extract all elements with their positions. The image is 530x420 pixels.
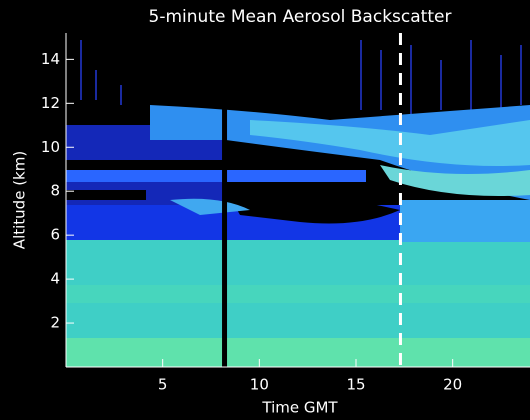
x-tick-label: 10 [250, 376, 269, 394]
backscatter-image [66, 33, 530, 367]
noise [80, 40, 522, 115]
chart-title: 5-minute Mean Aerosol Backscatter [149, 7, 452, 27]
cloud-layer [66, 170, 366, 182]
x-tick-label: 15 [346, 376, 365, 394]
cloud-gap [66, 160, 226, 170]
cloud-gap [66, 190, 146, 200]
x-axis-label: Time GMT [261, 399, 338, 417]
y-tick-label: 12 [41, 94, 60, 112]
y-tick-label: 4 [50, 270, 60, 288]
y-tick-label: 10 [41, 138, 60, 156]
cloud-layer [250, 120, 530, 166]
x-tick-label: 5 [158, 376, 168, 394]
y-tick-label: 2 [50, 314, 60, 332]
y-axis-label: Altitude (km) [11, 151, 29, 249]
surface-band [66, 338, 530, 367]
cloud-layer [380, 165, 530, 196]
boundary-band [66, 285, 530, 303]
x-tick-label: 20 [443, 376, 462, 394]
cloud-layer [400, 200, 530, 242]
y-tick-label: 8 [50, 182, 60, 200]
y-tick-label: 14 [41, 50, 60, 68]
y-tick-label: 6 [50, 226, 60, 244]
cloud-layer [170, 198, 250, 215]
cloud-gap [226, 188, 400, 224]
